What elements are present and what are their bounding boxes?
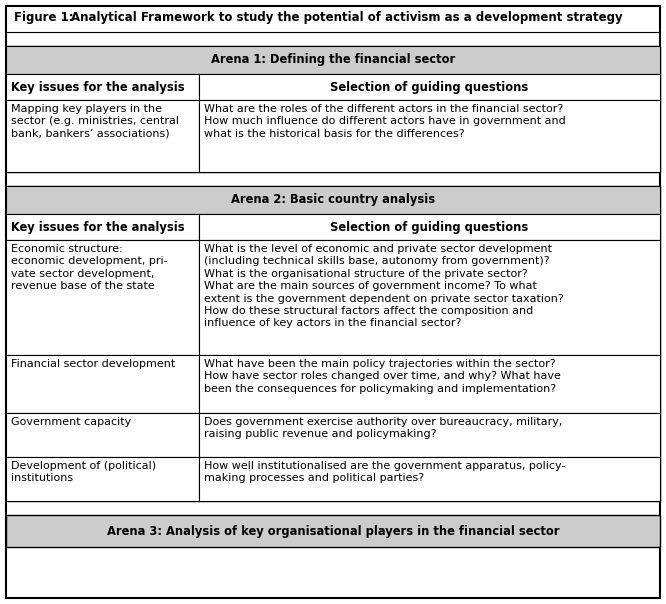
Bar xyxy=(199,214,660,240)
Text: Government capacity: Government capacity xyxy=(11,417,131,427)
Text: Figure 1:: Figure 1: xyxy=(14,11,74,24)
Text: Key issues for the analysis: Key issues for the analysis xyxy=(11,80,184,94)
Bar xyxy=(199,457,660,501)
Text: What are the roles of the different actors in the financial sector?
How much inf: What are the roles of the different acto… xyxy=(204,104,565,139)
Bar xyxy=(6,515,660,547)
Bar xyxy=(6,100,199,172)
Text: What is the level of economic and private sector development
(including technica: What is the level of economic and privat… xyxy=(204,244,563,329)
Text: Analytical Framework to study the potential of activism as a development strateg: Analytical Framework to study the potent… xyxy=(71,11,623,24)
Text: Economic structure:
economic development, pri-
vate sector development,
revenue : Economic structure: economic development… xyxy=(11,244,168,291)
Text: Arena 2: Basic country analysis: Arena 2: Basic country analysis xyxy=(231,193,435,207)
Text: What have been the main policy trajectories within the sector?
How have sector r: What have been the main policy trajector… xyxy=(204,359,561,394)
Bar xyxy=(6,355,199,413)
Text: Arena 3: Analysis of key organisational players in the financial sector: Arena 3: Analysis of key organisational … xyxy=(107,524,559,538)
Text: Selection of guiding questions: Selection of guiding questions xyxy=(330,220,529,234)
Bar xyxy=(6,413,199,457)
Bar xyxy=(6,186,660,501)
Text: How well institutionalised are the government apparatus, policy-
making processe: How well institutionalised are the gover… xyxy=(204,461,565,483)
Bar xyxy=(6,186,660,214)
Text: Arena 1: Defining the financial sector: Arena 1: Defining the financial sector xyxy=(211,54,455,66)
Bar xyxy=(199,413,660,457)
Bar xyxy=(199,100,660,172)
Bar xyxy=(6,74,199,100)
Bar xyxy=(199,240,660,355)
Text: Selection of guiding questions: Selection of guiding questions xyxy=(330,80,529,94)
Bar xyxy=(6,457,199,501)
Bar xyxy=(6,46,660,172)
Bar xyxy=(6,214,199,240)
Text: Financial sector development: Financial sector development xyxy=(11,359,175,369)
Text: Development of (political)
institutions: Development of (political) institutions xyxy=(11,461,156,483)
Text: Mapping key players in the
sector (e.g. ministries, central
bank, bankers’ assoc: Mapping key players in the sector (e.g. … xyxy=(11,104,179,139)
Text: Key issues for the analysis: Key issues for the analysis xyxy=(11,220,184,234)
Bar xyxy=(199,74,660,100)
Bar xyxy=(6,240,199,355)
Bar xyxy=(199,355,660,413)
Text: Does government exercise authority over bureaucracy, military,
raising public re: Does government exercise authority over … xyxy=(204,417,562,439)
Bar xyxy=(6,46,660,74)
